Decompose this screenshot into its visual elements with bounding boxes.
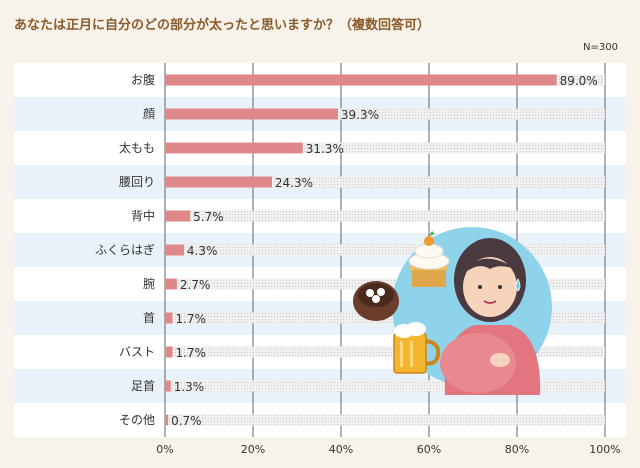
bar-track	[165, 244, 605, 256]
bar	[165, 74, 557, 86]
category-label: ふくらはぎ	[95, 243, 155, 257]
category-label: 太もも	[119, 140, 155, 155]
bar-track	[165, 142, 605, 154]
value-label: 39.3%	[341, 108, 379, 122]
bar	[165, 414, 169, 426]
bar-track	[165, 210, 605, 222]
category-label: お腹	[131, 73, 155, 87]
category-label: 背中	[131, 208, 155, 223]
category-label: 腕	[143, 276, 155, 291]
bar-track	[165, 108, 605, 120]
x-tick-label: 100%	[589, 443, 620, 456]
bar-track	[165, 380, 605, 392]
value-label: 89.0%	[560, 74, 598, 88]
category-label: 腰回り	[119, 175, 155, 189]
sample-size-note: N=300	[583, 42, 618, 53]
diet-illustration	[353, 227, 552, 395]
bar	[165, 312, 173, 324]
bar	[165, 176, 272, 188]
woman-with-belly-icon	[440, 238, 541, 395]
oshiruko-bowl-icon	[353, 281, 399, 321]
bar	[165, 142, 303, 154]
x-tick-label: 40%	[329, 443, 353, 456]
bar-track	[165, 346, 605, 358]
bar	[165, 278, 177, 290]
value-label: 1.7%	[175, 346, 206, 360]
bar	[165, 244, 184, 256]
bar	[165, 346, 173, 358]
value-label: 4.3%	[187, 244, 218, 258]
value-label: 31.3%	[306, 142, 344, 156]
bar-track	[165, 176, 605, 188]
bar-track	[165, 414, 605, 426]
value-label: 0.7%	[171, 414, 202, 428]
x-tick-label: 0%	[156, 443, 173, 456]
kagami-mochi-icon	[408, 231, 450, 287]
x-tick-label: 80%	[505, 443, 529, 456]
category-label: 顔	[143, 106, 155, 121]
value-label: 2.7%	[180, 278, 211, 292]
value-label: 1.3%	[174, 380, 205, 394]
value-label: 24.3%	[275, 176, 313, 190]
value-label: 1.7%	[175, 312, 206, 326]
category-label: 首	[143, 311, 155, 325]
bar	[165, 380, 171, 392]
bar	[165, 210, 191, 222]
x-tick-label: 60%	[417, 443, 441, 456]
category-label: その他	[119, 413, 155, 427]
value-label: 5.7%	[193, 210, 224, 224]
x-tick-label: 20%	[241, 443, 265, 456]
category-label: 足首	[131, 379, 155, 393]
bar	[165, 108, 338, 120]
category-label: バスト	[119, 345, 155, 359]
beer-mug-icon	[393, 322, 441, 374]
chart-title: あなたは正月に自分のどの部分が太ったと思いますか？（複数回答可）	[14, 18, 431, 33]
